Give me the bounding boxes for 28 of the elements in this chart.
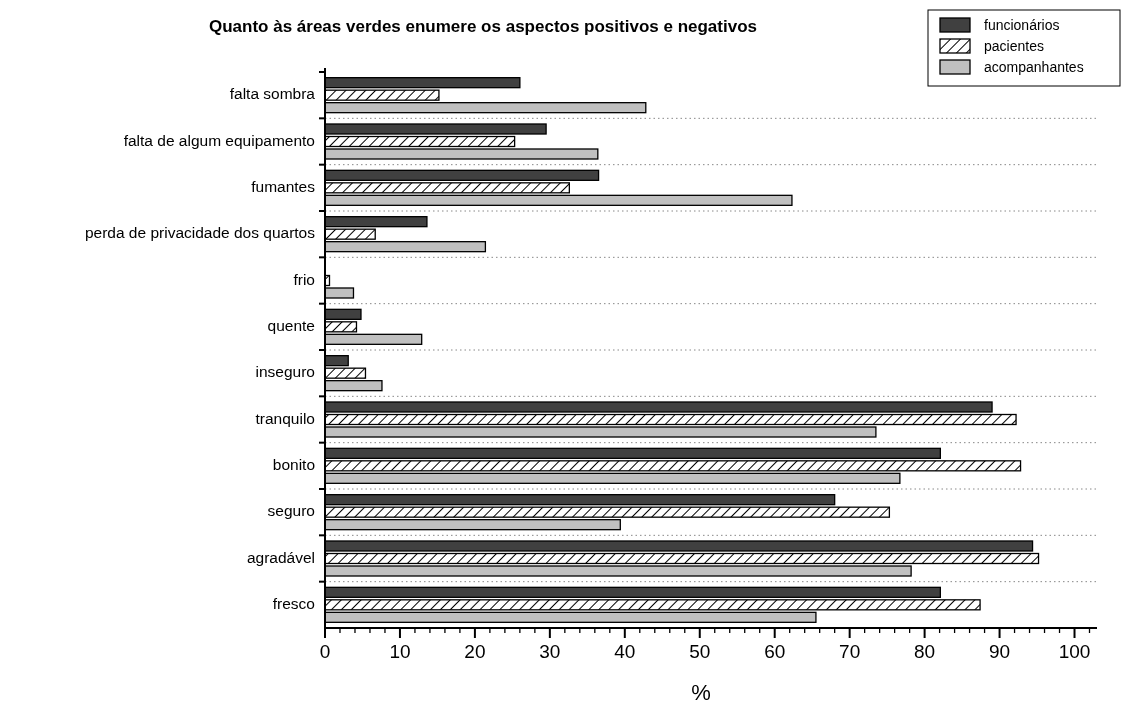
x-axis-title: % — [691, 680, 711, 705]
x-tick-label: 80 — [914, 641, 936, 662]
legend-label: pacientes — [984, 38, 1044, 54]
x-tick-label: 100 — [1058, 641, 1091, 662]
x-tick-label: 30 — [539, 641, 561, 662]
x-tick-label: 50 — [689, 641, 711, 662]
x-tick-label: 60 — [764, 641, 786, 662]
legend-label: acompanhantes — [984, 59, 1084, 75]
x-tick-label: 90 — [988, 641, 1011, 662]
x-tick-label: 10 — [389, 641, 411, 662]
y-tick-label: falta de algum equipamento — [123, 131, 315, 149]
y-tick-label: bonito — [272, 455, 315, 473]
y-tick-label: fumantes — [251, 177, 316, 195]
y-tick-label: perda de privacidade dos quartos — [84, 224, 316, 242]
x-tick-label: 70 — [839, 641, 861, 662]
y-tick-label: quente — [267, 316, 315, 334]
y-tick-label: seguro — [267, 502, 315, 520]
y-tick-label: falta sombra — [229, 85, 316, 103]
y-tick-label: tranquilo — [255, 409, 315, 427]
y-tick-label: agradável — [246, 548, 315, 566]
y-tick-label: frio — [293, 270, 315, 288]
x-tick-label: 20 — [464, 641, 486, 662]
x-tick-label: 0 — [319, 641, 331, 662]
y-tick-label: fresco — [272, 594, 315, 612]
legend-label: funcionários — [984, 17, 1060, 33]
y-tick-label: inseguro — [255, 363, 315, 381]
x-tick-label: 40 — [614, 641, 636, 662]
chart-title: Quanto às áreas verdes enumere os aspectos positivos e negativos — [208, 17, 758, 36]
